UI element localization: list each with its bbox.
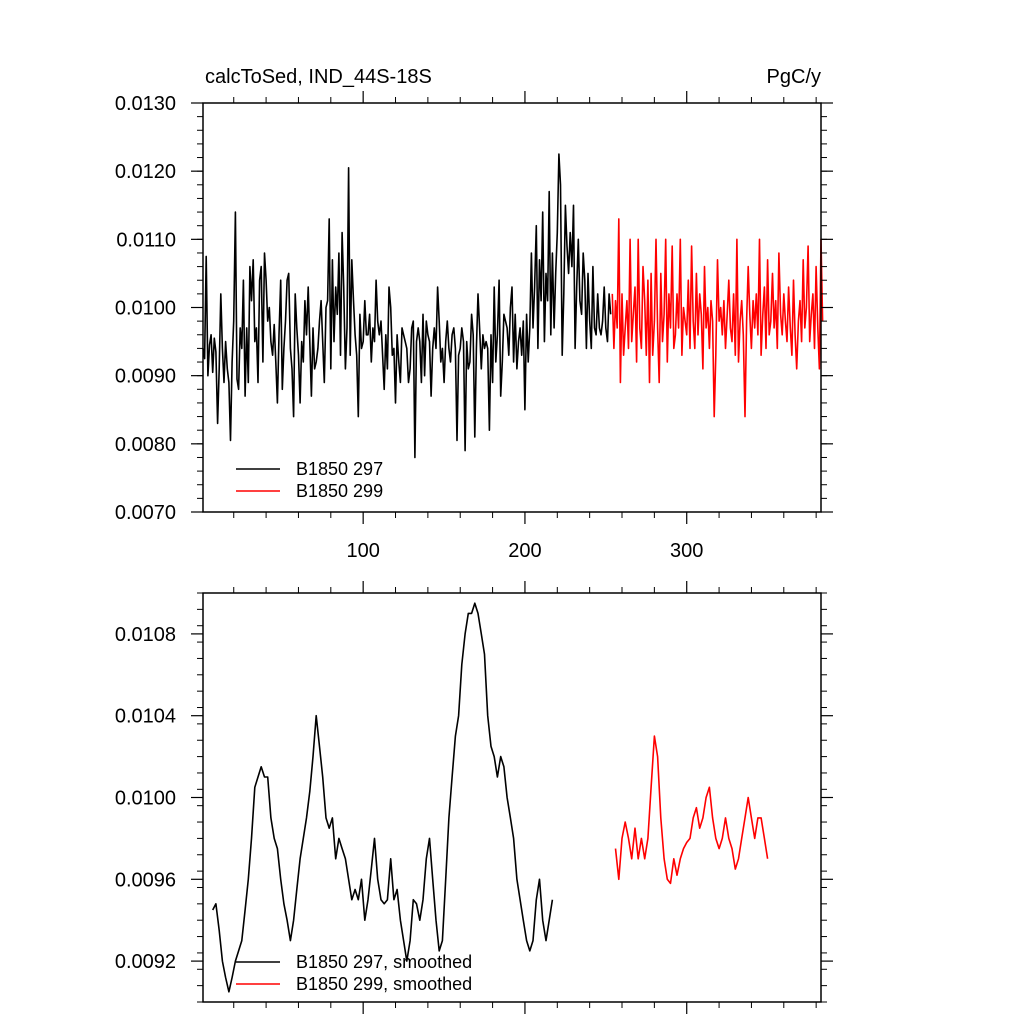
x-tick-label: 300 [670,540,703,562]
series-line-top-1 [202,153,612,459]
y-tick-label: 0.0108 [115,624,176,646]
top-panel-units: PgC/y [767,66,821,88]
bottom-panel: 0.0092 0.0096 0.0100 0.0104 0.0108 B1850 297,… [115,581,833,1014]
y-tick-label: 0.0104 [115,706,176,728]
legend-label: B1850 297 [296,459,383,479]
plot-frame [202,592,822,1003]
x-tick-label: 200 [508,540,541,562]
y-tick-label: 0.0130 [115,93,176,115]
series-line-bottom-1 [211,602,554,993]
series-line-bottom-2 [614,735,769,885]
legend-label: B1850 297, smoothed [296,952,472,972]
top-panel-title: calcToSed, IND_44S-18S [205,66,432,88]
y-tick-label: 0.0110 [116,229,176,251]
y-tick-label: 0.0080 [115,434,176,456]
y-tick-label: 0.0092 [115,951,176,973]
y-tick-label: 0.0096 [115,869,176,891]
y-tick-label: 0.0100 [115,788,176,810]
x-tick-label: 100 [346,540,379,562]
top-panel: 100 200 300 0.0070 0.0080 0.0090 0.0100 0.0110 0… [115,91,833,562]
y-tick-label: 0.0090 [115,366,176,388]
series-line-top-2 [611,218,824,418]
y-tick-label: 0.0100 [115,298,176,320]
y-tick-label: 0.0070 [115,502,176,524]
y-tick-label: 0.0120 [115,161,176,183]
legend-label: B1850 299, smoothed [296,974,472,994]
legend-label: B1850 299 [296,481,383,501]
